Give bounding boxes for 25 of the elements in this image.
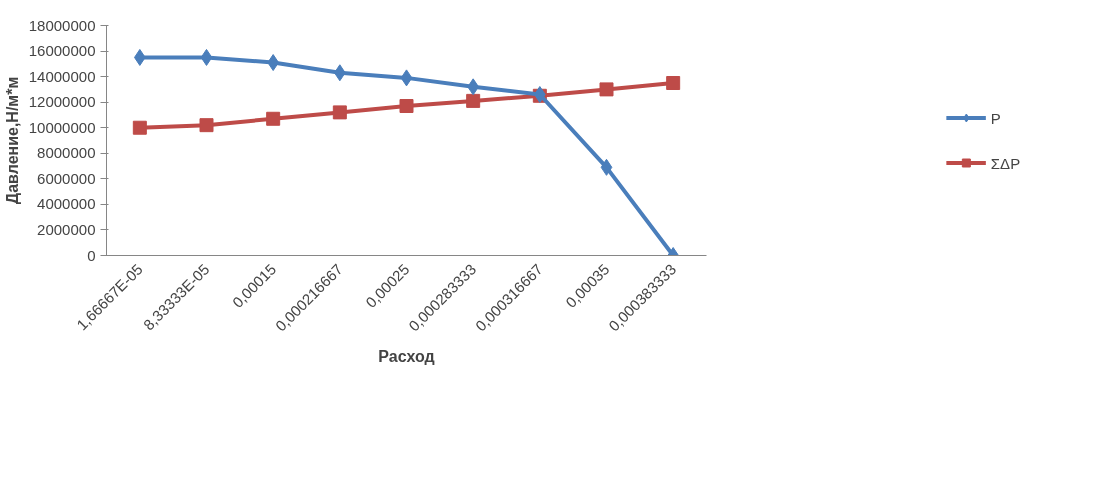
x-axis-title: Расход [378,348,435,366]
point [132,120,147,135]
point [200,48,213,66]
y-axis-title: Давление,Н/м*м [3,76,21,205]
y-tick-label: 0 [87,246,96,264]
point [199,118,214,133]
point [600,158,613,176]
y-tick-label: 18000000 [28,16,96,34]
y-tick-label: 2000000 [37,220,96,238]
y-tick-label: 16000000 [28,42,96,60]
y-tick-label: 4000000 [37,195,96,213]
y-tick-label: 10000000 [28,118,96,136]
point [666,76,681,90]
y-tick-label: 8000000 [37,144,96,162]
y-tick-label: 6000000 [37,169,96,187]
point [399,99,414,113]
legend-label: P [990,109,1002,126]
point [332,105,347,120]
y-tick-label: 12000000 [28,93,96,111]
point [599,82,614,97]
y-tick-label: 14000000 [28,67,96,85]
legend-label: ΣΔP [990,154,1021,171]
point [466,93,481,108]
point [400,69,413,87]
point [266,111,281,126]
